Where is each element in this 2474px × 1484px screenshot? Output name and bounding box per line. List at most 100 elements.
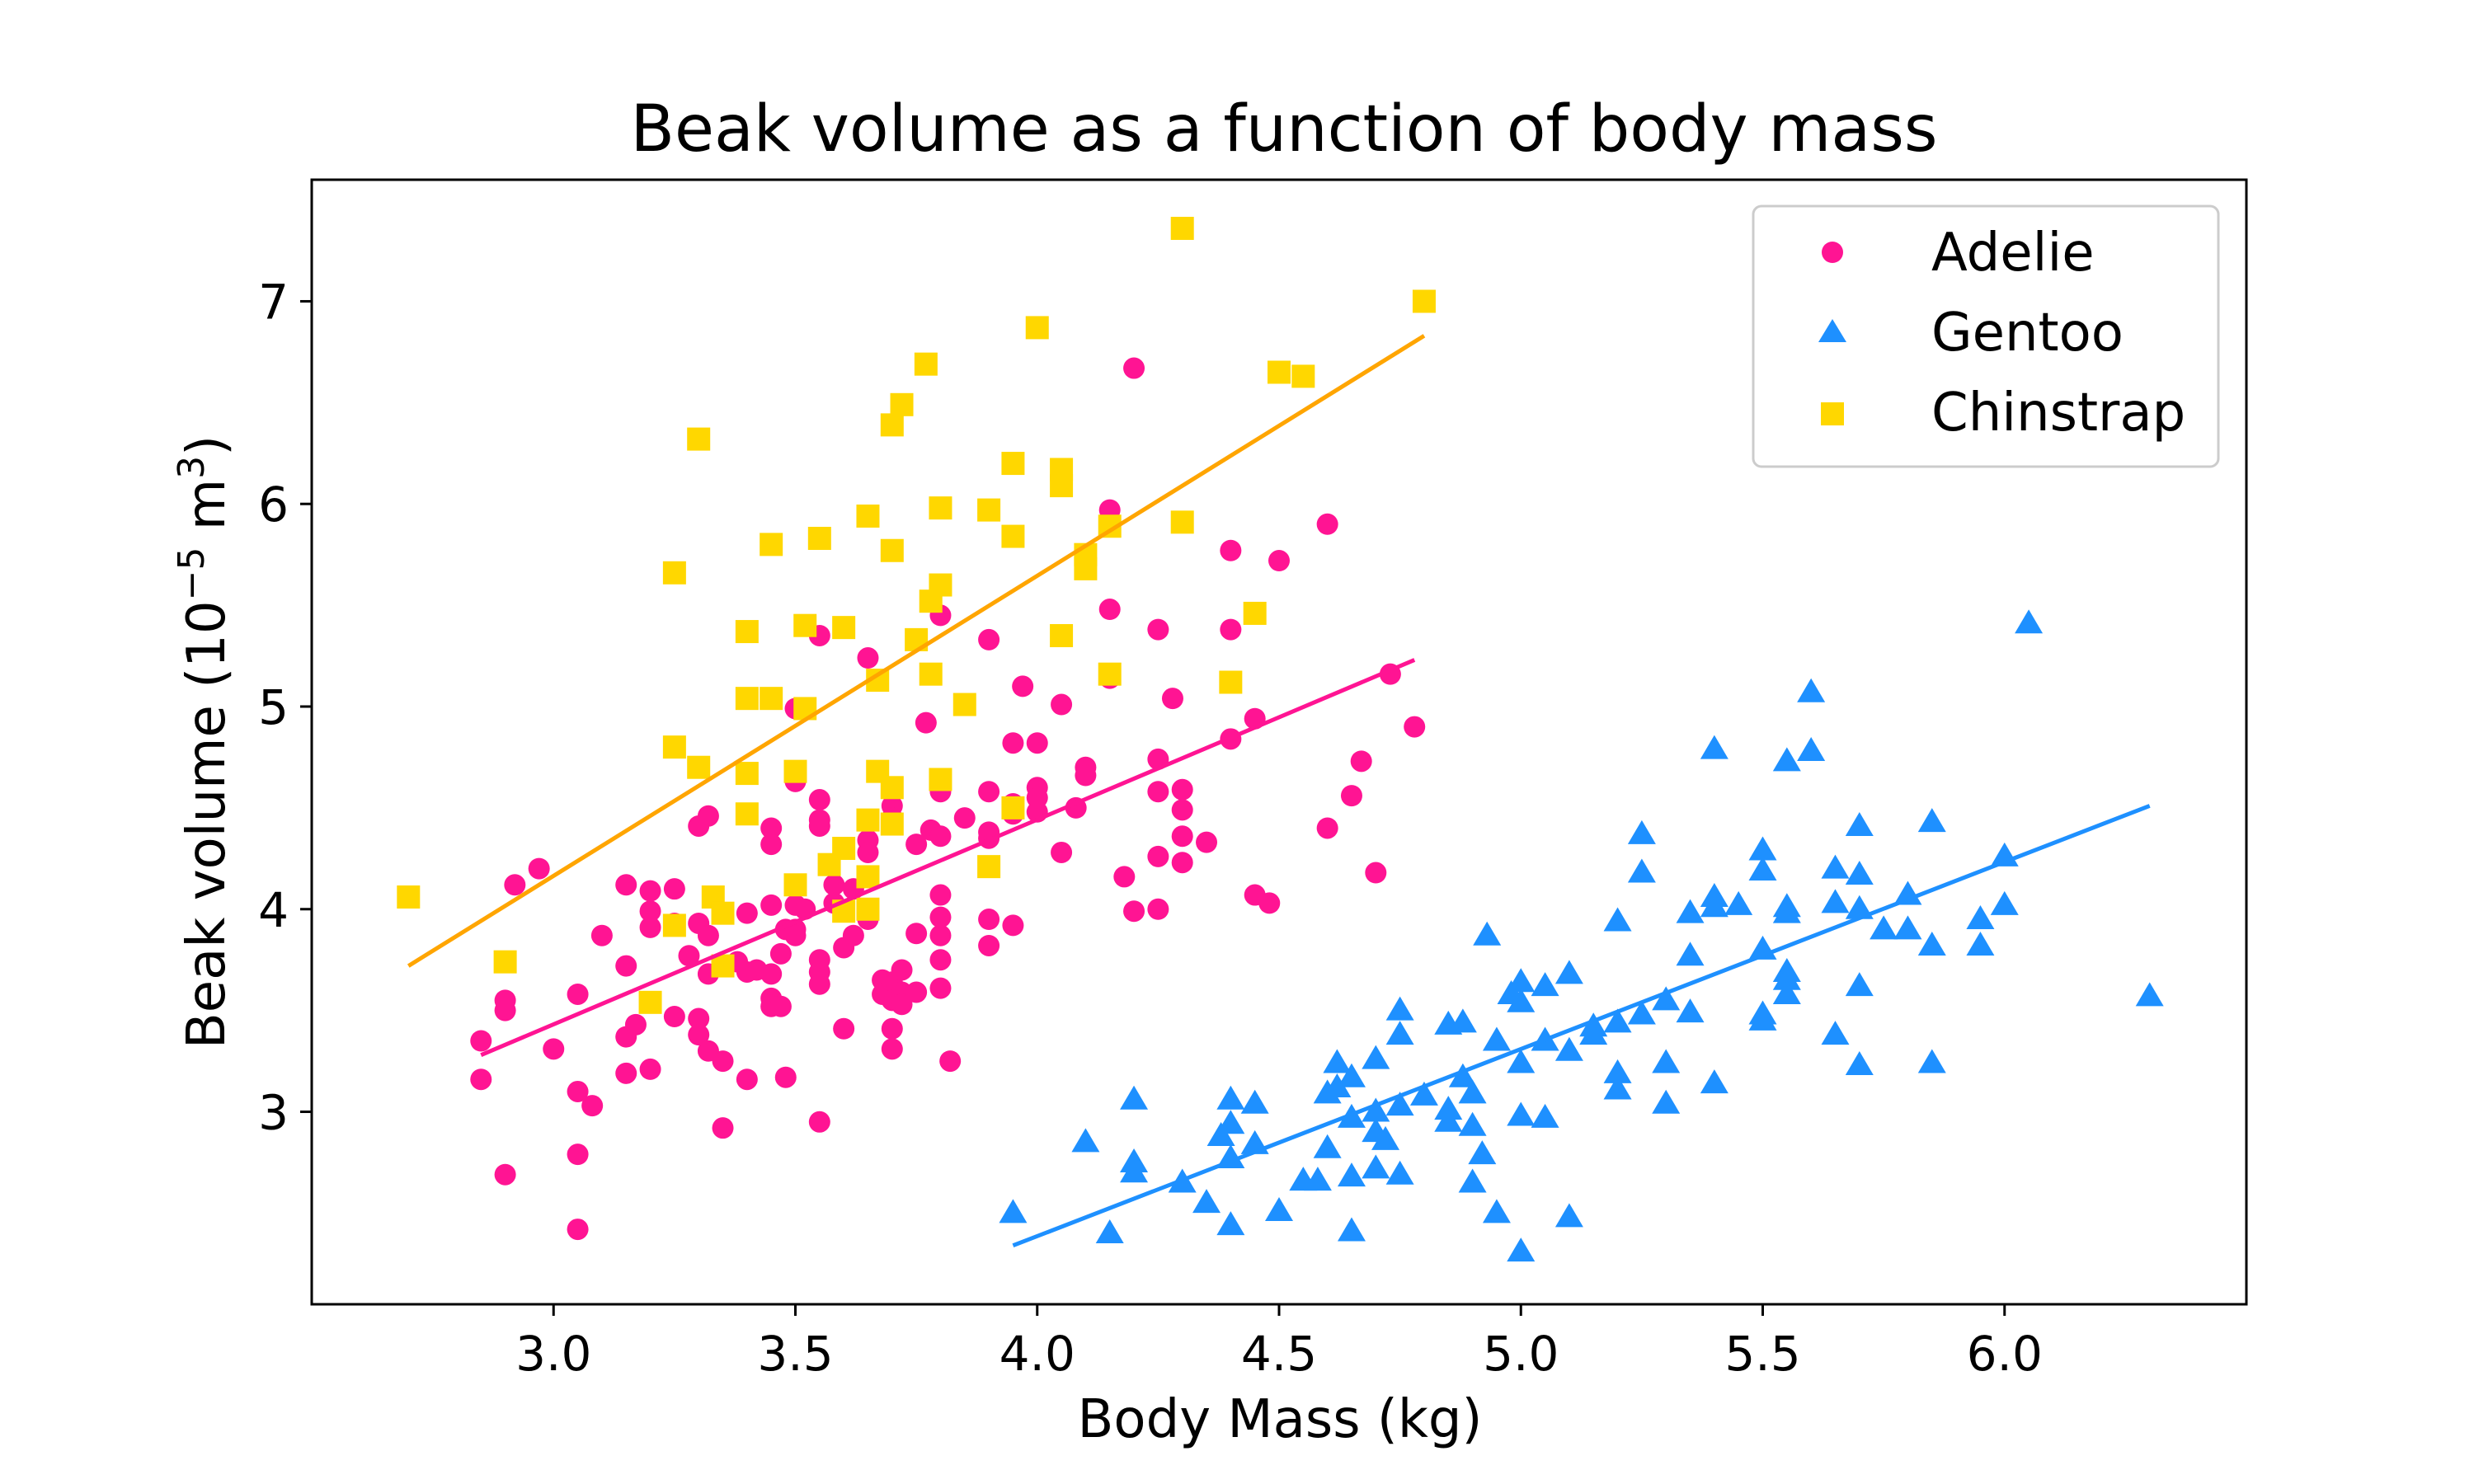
y-axis: 3 4 5 6 7	[258, 274, 312, 1141]
gentoo-trend-line	[1012, 804, 2151, 1248]
gentoo-point-42	[1458, 1111, 1487, 1136]
gentoo-point-106	[1917, 1049, 1946, 1073]
gentoo-point-94	[1821, 889, 1850, 913]
chinstrap-point-12	[735, 687, 759, 711]
gentoo-point-105	[1917, 931, 1946, 956]
gentoo-point-111	[2015, 609, 2044, 634]
adelie-point-6	[528, 857, 550, 880]
chinstrap-point-50	[1025, 316, 1049, 340]
y-tick-label: 3	[258, 1085, 289, 1141]
chinstrap-point-55	[1074, 556, 1098, 580]
adelie-point-135	[1171, 799, 1193, 821]
gentoo-point-31	[1385, 996, 1414, 1021]
x-axis: 3.0 3.5 4.0 4.5 5.0 5.5 6.0	[515, 1304, 2043, 1382]
legend-marker-gentoo	[1818, 319, 1846, 342]
adelie-point-144	[1258, 892, 1281, 914]
gentoo-point-102	[1893, 881, 1922, 905]
legend-label-adelie: Adelie	[1931, 223, 2095, 284]
adelie-point-89	[905, 981, 928, 1003]
adelie-point-38	[736, 902, 758, 924]
gentoo-point-15	[1265, 1196, 1293, 1221]
adelie-point-29	[688, 1007, 710, 1030]
gentoo-point-20	[1323, 1049, 1352, 1073]
gentoo-point-103	[1893, 915, 1922, 940]
adelie-point-9	[567, 1080, 589, 1102]
gentoo-point-50	[1507, 988, 1536, 1012]
chinstrap-point-13	[735, 762, 759, 786]
y-axis-label-close: )	[176, 435, 238, 456]
gentoo-point-66	[1627, 819, 1656, 844]
gentoo-point-63	[1603, 1008, 1632, 1033]
adelie-point-4	[494, 1163, 516, 1186]
adelie-point-90	[915, 711, 937, 734]
adelie-point-116	[1026, 787, 1048, 809]
chinstrap-point-42	[929, 573, 952, 597]
adelie-point-71	[842, 924, 864, 946]
y-tick-label: 5	[258, 679, 289, 735]
adelie-point-149	[1350, 750, 1372, 773]
gentoo-point-32	[1385, 1021, 1414, 1045]
y-axis-label-exponent: −5	[171, 547, 213, 601]
adelie-point-15	[615, 955, 637, 977]
gentoo-point-73	[1676, 942, 1705, 966]
adelie-point-131	[1147, 845, 1169, 867]
gentoo-point-55	[1531, 1103, 1559, 1128]
chinstrap-point-38	[914, 352, 938, 376]
gentoo-point-27	[1362, 1097, 1390, 1122]
adelie-point-87	[905, 834, 928, 856]
chinstrap-point-11	[735, 620, 759, 644]
adelie-point-111	[1002, 914, 1024, 937]
gentoo-point-19	[1313, 1134, 1342, 1158]
y-tick-label: 4	[258, 882, 289, 938]
adelie-point-69	[833, 1017, 855, 1040]
adelie-point-65	[808, 1111, 830, 1133]
gentoo-point-75	[1700, 735, 1729, 759]
adelie-point-140	[1220, 618, 1242, 641]
adelie-point-152	[1404, 716, 1426, 738]
gentoo-point-89	[1772, 965, 1801, 990]
gentoo-point-70	[1652, 1049, 1681, 1073]
chinstrap-point-61	[1243, 601, 1267, 625]
adelie-point-42	[760, 817, 783, 839]
x-tick-label: 5.5	[1724, 1326, 1800, 1382]
adelie-point-95	[929, 884, 952, 906]
chinstrap-point-45	[977, 498, 1001, 522]
gentoo-point-35	[1409, 1081, 1438, 1106]
adelie-point-23	[663, 878, 685, 900]
plot-area	[397, 216, 2164, 1262]
chinstrap-point-52	[1050, 474, 1074, 498]
adelie-point-128	[1147, 618, 1169, 641]
legend-marker-chinstrap	[1821, 402, 1844, 425]
chinstrap-point-27	[856, 808, 880, 832]
legend: Adelie Gentoo Chinstrap	[1752, 204, 2220, 468]
gentoo-point-21	[1323, 1073, 1352, 1098]
chinstrap-point-59	[1170, 510, 1194, 534]
adelie-point-31	[697, 805, 719, 827]
adelie-point-126	[1123, 357, 1145, 379]
chinstrap-point-46	[977, 855, 1001, 879]
chinstrap-point-43	[929, 768, 952, 791]
adelie-point-11	[567, 1219, 589, 1241]
gentoo-point-79	[1724, 890, 1753, 915]
gentoo-point-53	[1507, 1237, 1536, 1262]
adelie-point-102	[978, 628, 1000, 650]
x-axis-label: Body Mass (kg)	[1078, 1389, 1483, 1450]
gentoo-point-33	[1385, 1092, 1414, 1116]
adelie-point-45	[760, 963, 783, 985]
chinstrap-point-40	[919, 662, 943, 686]
adelie-point-17	[615, 1062, 637, 1084]
gentoo-point-57	[1554, 960, 1583, 984]
adelie-point-40	[736, 1068, 758, 1091]
chinstrap-point-15	[760, 533, 783, 556]
gentoo-point-107	[1966, 905, 1995, 930]
gentoo-point-44	[1468, 1140, 1497, 1165]
gentoo-point-62	[1603, 907, 1632, 932]
gentoo-point-37	[1434, 1096, 1463, 1120]
adelie-point-10	[567, 1144, 589, 1166]
adelie-point-117	[1051, 693, 1073, 716]
adelie-point-14	[615, 874, 637, 896]
adelie-point-103	[978, 781, 1000, 803]
adelie-point-61	[808, 815, 830, 837]
gentoo-point-78	[1700, 1069, 1729, 1094]
adelie-point-118	[1051, 841, 1073, 863]
